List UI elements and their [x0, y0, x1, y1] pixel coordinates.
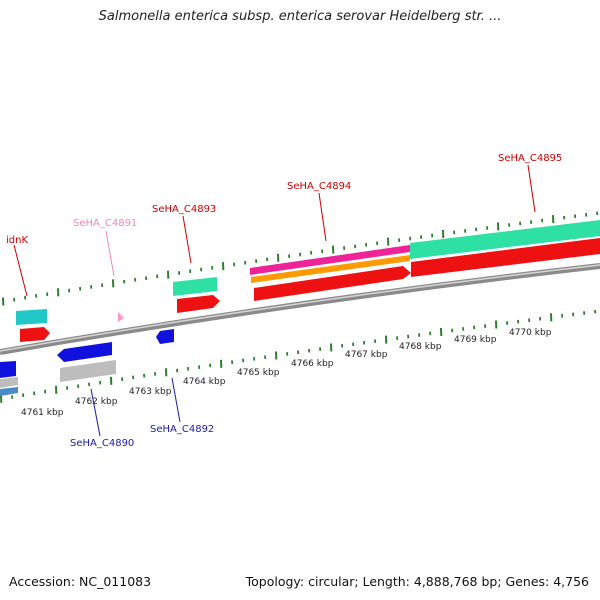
leader-c4891	[105, 230, 115, 277]
backbone-line	[0, 263, 600, 355]
kbp-label-4767: 4767 kbp	[345, 350, 388, 360]
upper-tick-row	[2, 211, 599, 306]
gene-c4895-red[interactable]	[411, 238, 600, 277]
gene-c4894-red[interactable]	[254, 266, 411, 301]
label-c4895[interactable]: SeHA_C4895	[498, 153, 562, 164]
gene-edge-grey[interactable]	[0, 377, 18, 388]
label-c4891[interactable]: SeHA_C4891	[73, 218, 137, 229]
label-idnK[interactable]: idnK	[6, 235, 28, 246]
reverse-genes	[0, 329, 174, 396]
label-c4893[interactable]: SeHA_C4893	[152, 204, 216, 215]
leader-c4894	[318, 192, 327, 242]
kbp-label-4769: 4769 kbp	[454, 335, 497, 345]
gene-edge-blue[interactable]	[0, 361, 16, 378]
gene-c4890-grey[interactable]	[60, 360, 116, 382]
label-c4890[interactable]: SeHA_C4890	[70, 438, 134, 449]
gene-edge-steel[interactable]	[0, 387, 18, 396]
gene-c4893-mint[interactable]	[173, 277, 217, 296]
leader-c4895	[527, 164, 536, 213]
kbp-label-4766: 4766 kbp	[291, 359, 334, 369]
leader-c4893	[182, 215, 192, 264]
forward-genes	[16, 220, 600, 342]
kbp-label-4762: 4762 kbp	[75, 397, 118, 407]
kbp-label-4765: 4765 kbp	[237, 368, 280, 378]
label-c4894[interactable]: SeHA_C4894	[287, 181, 351, 192]
gene-labels: idnK SeHA_C4891 SeHA_C4893 SeHA_C4894 Se…	[6, 153, 562, 449]
lower-tick-row	[0, 309, 597, 403]
gene-c4891-pseudo[interactable]	[118, 312, 124, 322]
gene-c4894-orange[interactable]	[251, 255, 410, 283]
footer-summary: Topology: circular; Length: 4,888,768 bp…	[245, 574, 589, 589]
kbp-label-4763: 4763 kbp	[129, 387, 172, 397]
leader-idnK	[13, 244, 28, 297]
gene-c4892-blue[interactable]	[156, 329, 174, 344]
leader-c4890	[90, 388, 101, 437]
kbp-label-4768: 4768 kbp	[399, 342, 442, 352]
gene-c4894-magenta[interactable]	[250, 245, 410, 275]
genome-backbone	[0, 263, 600, 355]
gene-idnK-red[interactable]	[20, 327, 50, 342]
footer-accession: Accession: NC_011083	[9, 574, 152, 589]
backbone-highlight	[0, 264, 600, 352]
leader-c4892	[171, 377, 181, 423]
kbp-labels: 4761 kbp 4762 kbp 4763 kbp 4764 kbp 4765…	[21, 328, 552, 418]
kbp-label-4770: 4770 kbp	[509, 328, 552, 338]
gene-c4890-blue[interactable]	[57, 342, 112, 362]
genome-title: Salmonella enterica subsp. enterica sero…	[98, 9, 502, 24]
kbp-label-4761: 4761 kbp	[21, 408, 64, 418]
gene-c4895-mint[interactable]	[410, 220, 600, 259]
gene-idnK-teal[interactable]	[16, 309, 47, 325]
label-c4892[interactable]: SeHA_C4892	[150, 424, 214, 435]
kbp-label-4764: 4764 kbp	[183, 377, 226, 387]
label-leaders	[13, 164, 536, 437]
gene-c4893-red[interactable]	[177, 295, 220, 313]
